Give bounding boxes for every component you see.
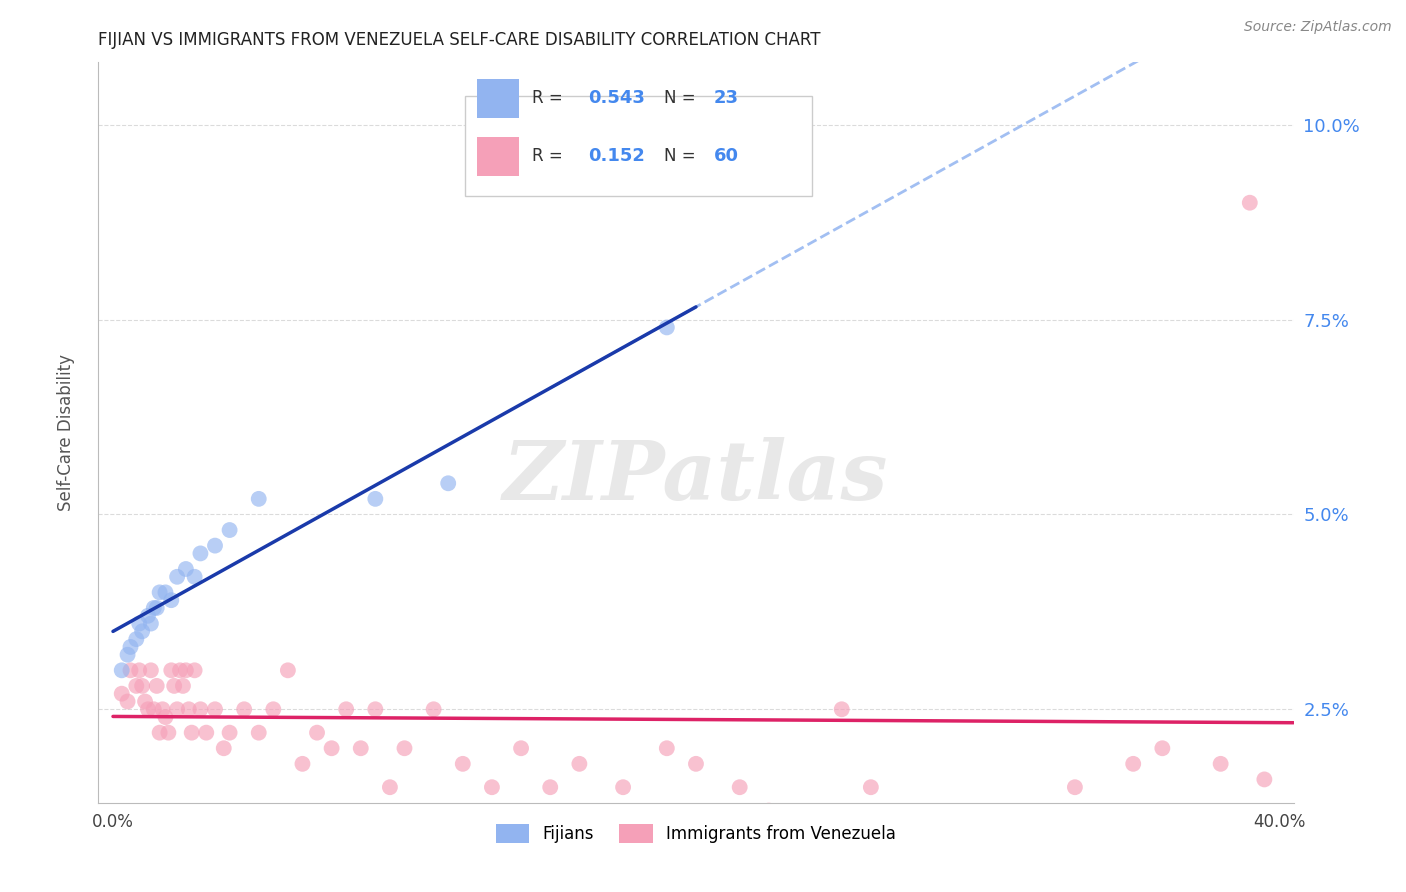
Point [1064,780,1087,795]
Point [177,702,200,716]
FancyBboxPatch shape [477,137,519,176]
Point [262,702,284,716]
Point [335,702,357,716]
Point [190,546,212,560]
Point [128,663,150,677]
Point [195,725,218,739]
Text: FIJIAN VS IMMIGRANTS FROM VENEZUELA SELF-CARE DISABILITY CORRELATION CHART: FIJIAN VS IMMIGRANTS FROM VENEZUELA SELF… [98,31,821,49]
Point [139,616,162,631]
Point [139,663,162,677]
Point [152,702,174,716]
Point [655,741,678,756]
Point [136,702,159,716]
Point [172,679,194,693]
Point [169,663,191,677]
Point [247,725,270,739]
Point [378,780,401,795]
Point [364,491,387,506]
Point [831,702,853,716]
Point [364,702,387,716]
FancyBboxPatch shape [477,79,519,118]
Point [859,780,882,795]
Point [277,663,299,677]
Point [218,725,240,739]
Point [247,491,270,506]
Point [149,585,172,599]
Text: R =: R = [533,147,562,165]
Point [174,562,197,576]
Point [145,679,167,693]
Point [233,702,256,716]
Text: R =: R = [533,89,562,107]
Text: N =: N = [664,147,696,165]
Point [1122,756,1144,771]
Point [155,710,177,724]
Point [157,725,180,739]
Point [145,601,167,615]
Point [422,702,444,716]
Point [163,679,186,693]
Point [160,593,183,607]
Text: ZIPatlas: ZIPatlas [503,437,889,517]
Text: N =: N = [664,89,696,107]
Point [204,539,226,553]
Point [142,601,165,615]
Point [128,616,150,631]
Point [120,640,142,654]
Point [125,632,148,647]
Point [174,663,197,677]
Point [394,741,416,756]
Legend: Fijians, Immigrants from Venezuela: Fijians, Immigrants from Venezuela [489,817,903,850]
Point [204,702,226,716]
Point [131,624,153,639]
Point [655,320,678,334]
Point [1239,195,1261,210]
Point [350,741,373,756]
Point [183,570,205,584]
Point [1253,772,1275,787]
Point [568,756,591,771]
Point [321,741,343,756]
Point [180,725,202,739]
Point [120,663,142,677]
Point [481,780,503,795]
Point [212,741,235,756]
Point [142,702,165,716]
Point [685,756,707,771]
Text: 60: 60 [714,147,740,165]
Point [166,702,188,716]
Point [160,663,183,677]
Point [612,780,634,795]
Point [1209,756,1232,771]
Point [111,663,134,677]
Point [134,694,156,708]
Text: 0.152: 0.152 [589,147,645,165]
Text: 0.543: 0.543 [589,89,645,107]
Point [1152,741,1174,756]
Point [291,756,314,771]
Point [117,694,139,708]
Point [136,608,159,623]
Point [155,585,177,599]
Point [166,570,188,584]
Point [305,725,328,739]
Point [149,725,172,739]
Point [437,476,460,491]
Point [183,663,205,677]
Point [510,741,533,756]
Point [758,804,780,818]
Point [125,679,148,693]
Point [117,648,139,662]
Point [451,756,474,771]
Point [728,780,751,795]
Point [131,679,153,693]
Text: 23: 23 [714,89,740,107]
FancyBboxPatch shape [465,95,811,195]
Point [538,780,561,795]
Point [111,687,134,701]
Point [218,523,240,537]
Y-axis label: Self-Care Disability: Self-Care Disability [56,354,75,511]
Text: Source: ZipAtlas.com: Source: ZipAtlas.com [1244,20,1392,34]
Point [190,702,212,716]
